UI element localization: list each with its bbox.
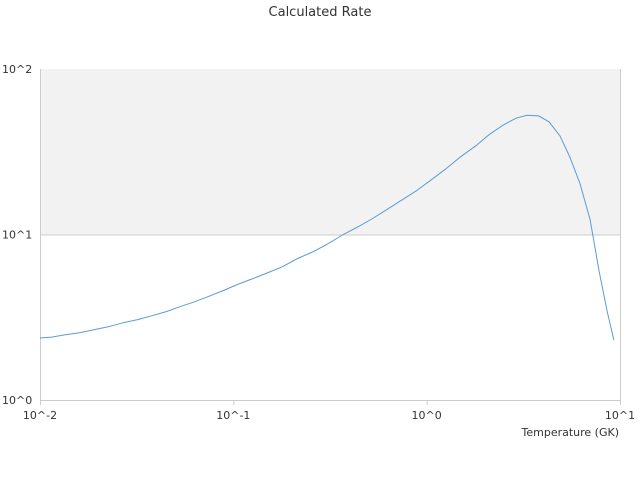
y-tick-label: 10^0: [2, 394, 32, 407]
x-tick-label: 10^0: [412, 409, 442, 422]
x-axis-label: Temperature (GK): [521, 426, 620, 439]
x-tick-labels: 10^-2 10^-1 10^0 10^1: [23, 400, 635, 422]
y-tick-label: 10^1: [2, 229, 32, 242]
chart-title: Calculated Rate: [269, 5, 372, 20]
plot-band: [40, 69, 620, 235]
y-tick-labels: 10^0 10^1 10^2: [2, 63, 32, 407]
y-tick-label: 10^2: [2, 63, 32, 76]
axes-layer: [40, 69, 621, 401]
x-tick-label: 10^1: [605, 409, 635, 422]
x-tick-label: 10^-2: [23, 409, 57, 422]
x-tick-label: 10^-1: [216, 409, 250, 422]
series-line-calculated-rate: [39, 114, 615, 341]
